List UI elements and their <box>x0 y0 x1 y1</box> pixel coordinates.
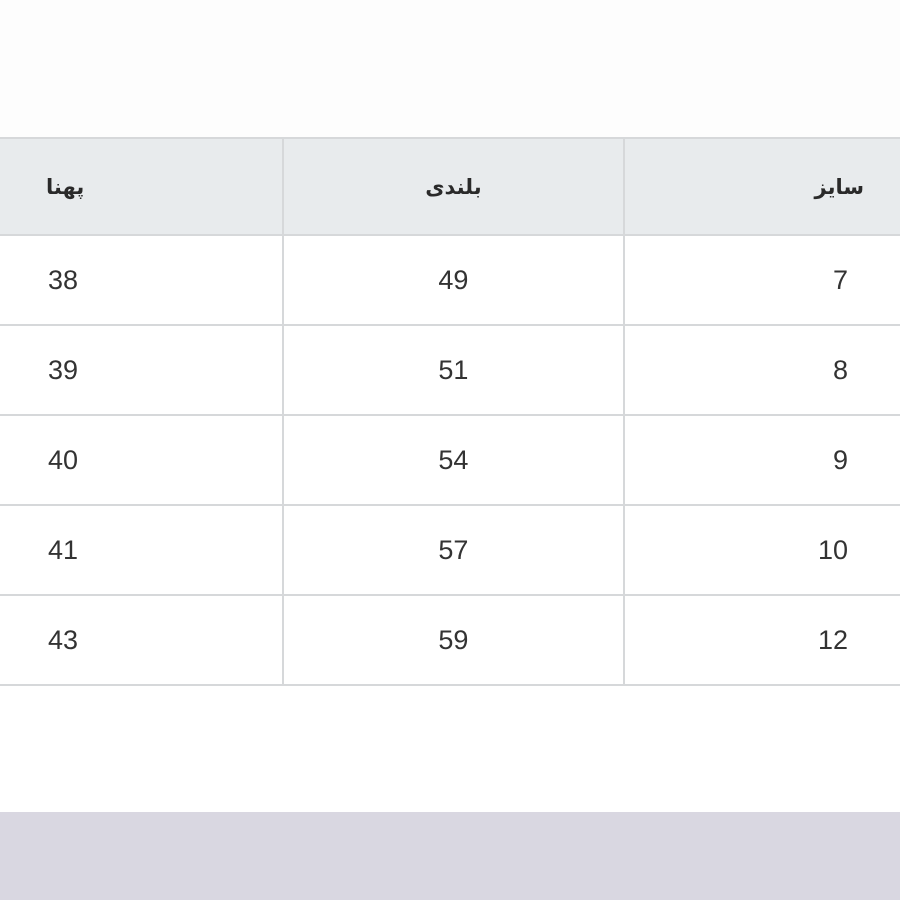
size-table: سایز بلندی پهنا 7 49 38 8 51 39 9 54 40 … <box>0 137 900 686</box>
header-size: سایز <box>623 137 900 236</box>
cell-height: 51 <box>281 324 626 416</box>
table-row: 8 51 39 <box>0 324 900 416</box>
cell-size: 10 <box>623 504 900 596</box>
table-row: 9 54 40 <box>0 414 900 506</box>
cell-width: 39 <box>0 324 284 416</box>
header-height: بلندی <box>281 137 626 236</box>
cell-height: 49 <box>281 234 626 326</box>
cell-size: 9 <box>623 414 900 506</box>
cell-size: 7 <box>623 234 900 326</box>
table-row: 12 59 43 <box>0 594 900 686</box>
table-row: 7 49 38 <box>0 234 900 326</box>
cell-height: 59 <box>281 594 626 686</box>
cell-size: 8 <box>623 324 900 416</box>
table-row: 10 57 41 <box>0 504 900 596</box>
cell-height: 54 <box>281 414 626 506</box>
cell-width: 43 <box>0 594 284 686</box>
cell-height: 57 <box>281 504 626 596</box>
table-header-row: سایز بلندی پهنا <box>0 137 900 236</box>
cell-width: 38 <box>0 234 284 326</box>
bottom-band <box>0 812 900 900</box>
top-blank-area <box>0 0 900 137</box>
header-width: پهنا <box>0 137 284 236</box>
cell-width: 41 <box>0 504 284 596</box>
cell-size: 12 <box>623 594 900 686</box>
cell-width: 40 <box>0 414 284 506</box>
